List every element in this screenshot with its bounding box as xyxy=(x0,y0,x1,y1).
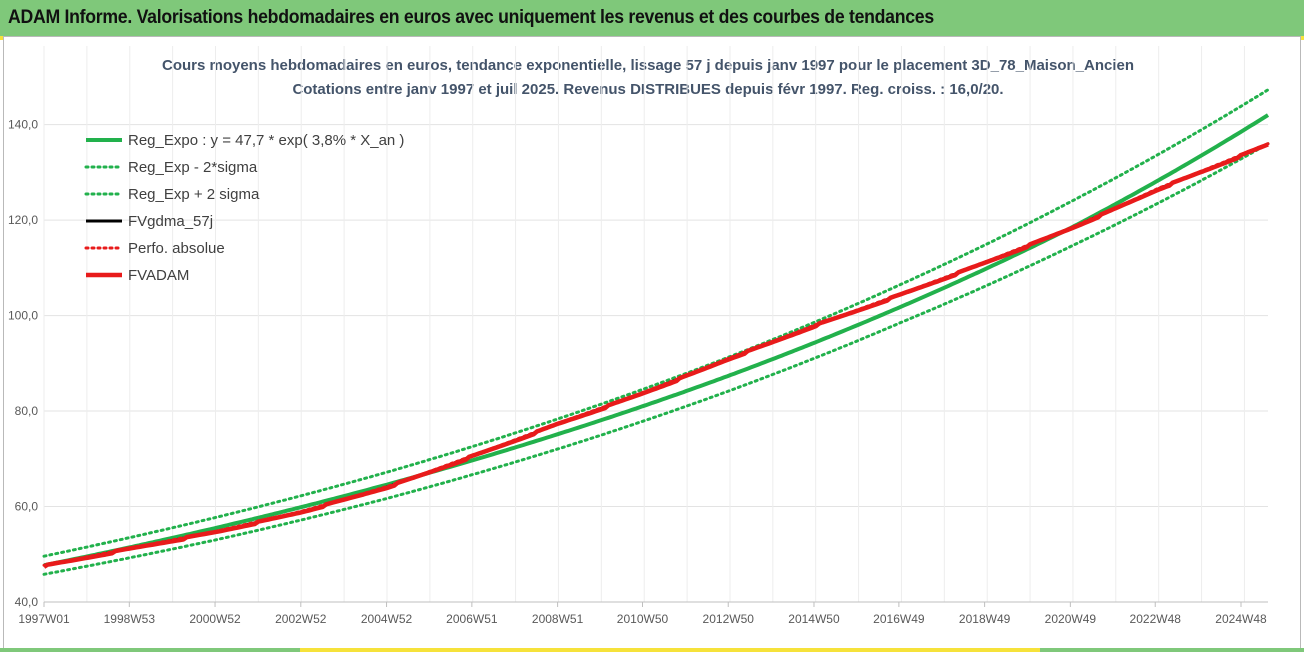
x-tick-label: 2018W49 xyxy=(959,612,1011,626)
series-line-4 xyxy=(42,142,1270,567)
x-tick-label: 2002W52 xyxy=(275,612,327,626)
y-tick-label: 100,0 xyxy=(8,309,38,323)
x-tick-label: 2016W49 xyxy=(873,612,925,626)
chart-area xyxy=(3,36,1301,650)
legend-label: FVgdma_57j xyxy=(128,213,213,230)
gridlines xyxy=(43,46,1268,603)
x-tick-label: 1997W01 xyxy=(18,612,70,626)
y-tick-label: 40,0 xyxy=(15,595,39,609)
series-lines xyxy=(42,88,1270,576)
series-line-0 xyxy=(43,113,1270,568)
x-tick-label: 2012W50 xyxy=(703,612,755,626)
x-tick-label: 2006W51 xyxy=(446,612,498,626)
series-line-3 xyxy=(43,142,1269,567)
y-tick-label: 60,0 xyxy=(15,500,39,514)
legend-label: Reg_Expo : y = 47,7 * exp( 3,8% * X_an ) xyxy=(128,132,404,149)
legend: Reg_Expo : y = 47,7 * exp( 3,8% * X_an )… xyxy=(84,132,404,284)
x-tick-label: 2022W48 xyxy=(1130,612,1182,626)
header-bar: ADAM Informe. Valorisations hebdomadaire… xyxy=(0,0,1304,36)
bottom-strip xyxy=(0,648,1304,652)
y-tick-label: 80,0 xyxy=(15,404,39,418)
x-tick-label: 2024W48 xyxy=(1215,612,1267,626)
legend-label: Perfo. absolue xyxy=(128,240,225,257)
y-tick-label: 140,0 xyxy=(8,118,38,132)
x-tick-label: 2004W52 xyxy=(361,612,413,626)
legend-label: Reg_Exp + 2 sigma xyxy=(128,186,260,203)
chart-title: Cours moyens hebdomadaires en euros, ten… xyxy=(162,57,1134,74)
legend-label: Reg_Exp - 2*sigma xyxy=(128,159,258,176)
x-tick-label: 2020W49 xyxy=(1045,612,1097,626)
chart-subtitle: Cotations entre janv 1997 et juil 2025. … xyxy=(292,81,1003,98)
page-title: ADAM Informe. Valorisations hebdomadaire… xyxy=(8,7,934,28)
y-axis-ticks: 40,0 60,0 80,0 100,0 120,0 140,0 xyxy=(8,118,38,609)
series-line-2 xyxy=(42,88,1270,558)
y-tick-label: 120,0 xyxy=(8,213,38,227)
x-tick-label: 1998W53 xyxy=(104,612,156,626)
x-tick-label: 2014W50 xyxy=(788,612,840,626)
legend-label: FVADAM xyxy=(128,267,189,284)
series-line-1 xyxy=(42,142,1270,576)
x-tick-label: 2008W51 xyxy=(532,612,584,626)
x-tick-label: 2010W50 xyxy=(617,612,669,626)
x-axis-ticks: 1997W01 1998W53 2000W52 2002W52 2004W52 2006W… xyxy=(18,602,1267,626)
x-tick-label: 2000W52 xyxy=(189,612,241,626)
series-line-5 xyxy=(42,142,1269,569)
